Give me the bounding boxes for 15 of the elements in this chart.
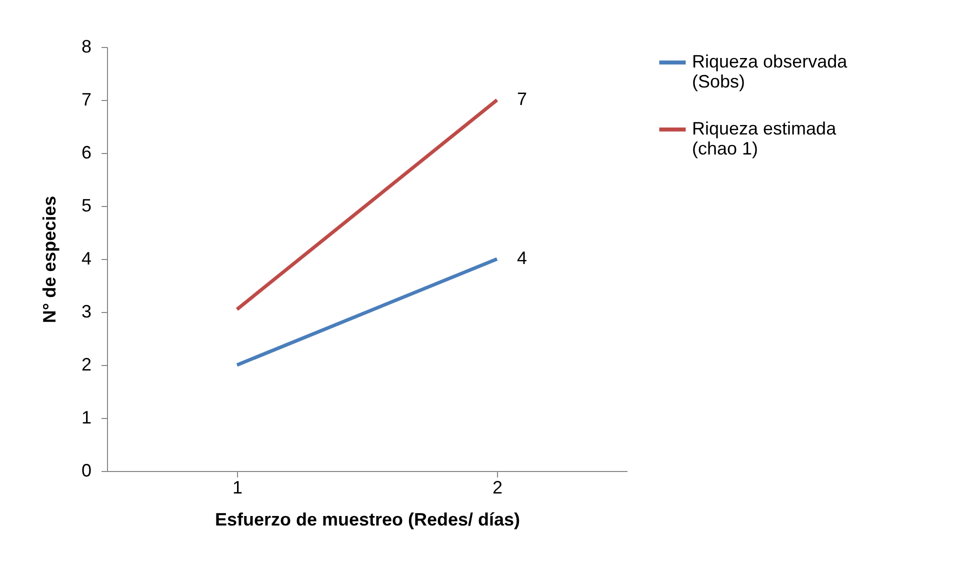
data-label: 7 bbox=[517, 89, 528, 109]
legend-label: Riqueza estimada (chao 1) bbox=[692, 118, 838, 158]
legend-label: Riqueza observada (Sobs) bbox=[692, 52, 848, 92]
y-tick-label: 5 bbox=[81, 196, 92, 216]
y-tick-label: 0 bbox=[81, 460, 92, 480]
y-tick-label: 4 bbox=[81, 248, 92, 268]
y-axis-title: N° de especies bbox=[39, 196, 60, 324]
y-tick-label: 6 bbox=[81, 142, 92, 162]
y-tick-label: 3 bbox=[81, 302, 92, 322]
y-tick-label: 2 bbox=[81, 354, 92, 374]
y-tick-label: 7 bbox=[81, 90, 92, 110]
data-label: 4 bbox=[517, 248, 528, 268]
y-tick-label: 8 bbox=[81, 36, 92, 56]
x-axis-title: Esfuerzo de muestreo (Redes/ días) bbox=[214, 510, 520, 530]
y-tick-label: 1 bbox=[81, 408, 92, 428]
